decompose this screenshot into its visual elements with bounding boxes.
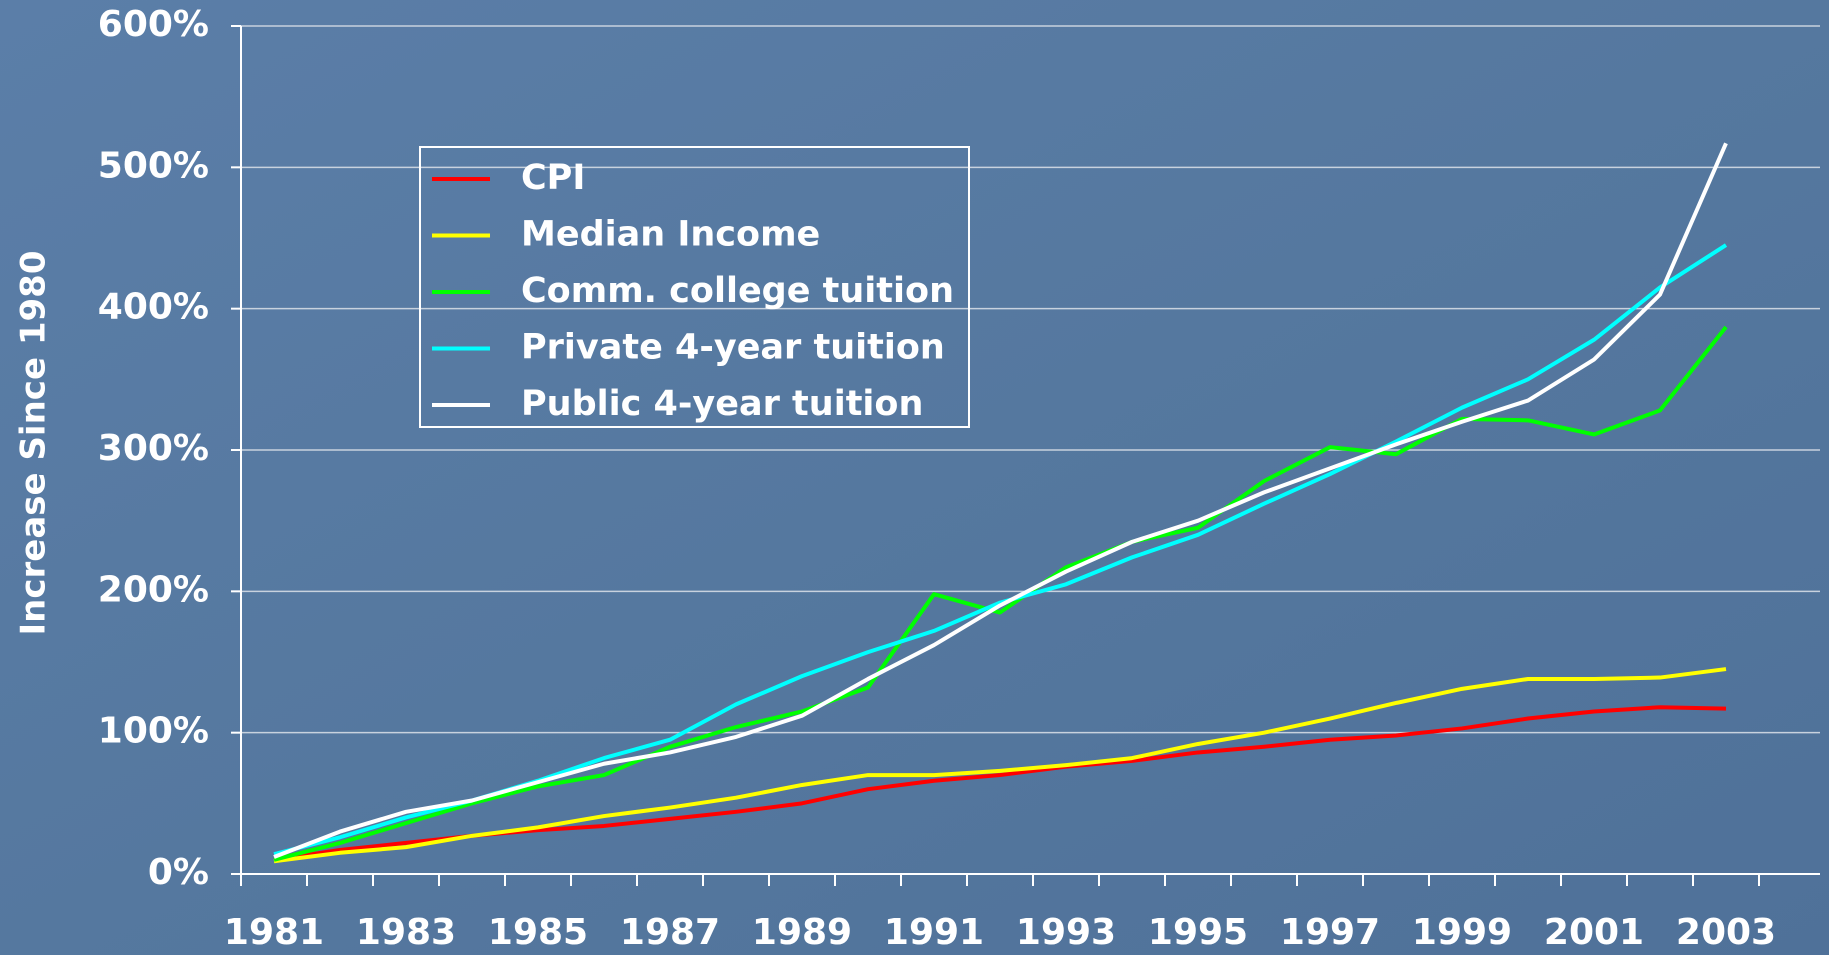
x-tick-label: 1993 — [1016, 912, 1116, 953]
y-tick-label: 600% — [98, 4, 209, 45]
y-axis-title: Increase Since 1980 — [14, 251, 54, 636]
x-tick-label: 1989 — [752, 912, 852, 953]
series-line — [273, 667, 1727, 864]
y-tick-label: 0% — [148, 852, 209, 893]
series-line — [273, 325, 1728, 862]
legend-label: Median Income — [521, 215, 820, 255]
y-tick-label: 200% — [98, 569, 209, 610]
y-tick-label: 100% — [98, 711, 209, 752]
x-tick-label: 1985 — [488, 912, 588, 953]
legend-label: Private 4-year tuition — [521, 328, 945, 368]
legend-box — [419, 146, 970, 428]
legend-label: Public 4-year tuition — [521, 384, 923, 424]
x-tick-label: 1991 — [884, 912, 984, 953]
x-tick-label: 1995 — [1148, 912, 1248, 953]
x-tick-label: 2003 — [1676, 912, 1776, 953]
x-tick-label: 1999 — [1412, 912, 1512, 953]
legend-label: CPI — [521, 158, 585, 198]
x-tick-label: 1981 — [224, 912, 324, 953]
legend-label: Comm. college tuition — [521, 271, 954, 311]
x-tick-label: 1987 — [620, 912, 720, 953]
x-tick-label: 2001 — [1544, 912, 1644, 953]
series-line — [273, 142, 1728, 859]
y-tick-label: 300% — [98, 428, 209, 469]
x-tick-label: 1997 — [1280, 912, 1380, 953]
x-tick-label: 1983 — [356, 912, 456, 953]
y-tick-label: 500% — [98, 145, 209, 186]
y-tick-label: 400% — [98, 287, 209, 328]
